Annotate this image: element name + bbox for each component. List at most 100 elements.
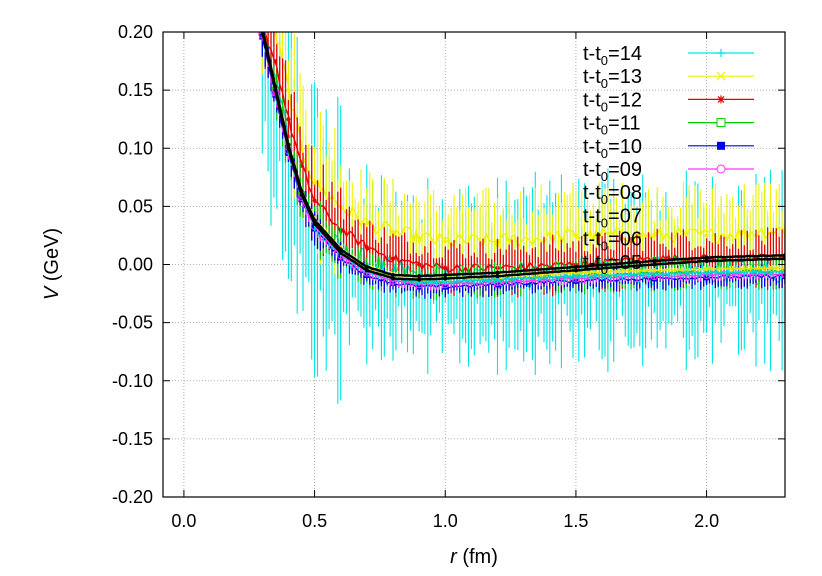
- data-point: [652, 262, 657, 267]
- legend-label: t-t0=14: [583, 43, 642, 68]
- data-point: [443, 279, 448, 284]
- legend-label: t-t0=11: [583, 113, 640, 138]
- data-point: [442, 283, 449, 290]
- x-axis-label: r (fm): [450, 546, 498, 568]
- data-point: [364, 245, 369, 250]
- legend: t-t0=14t-t0=13t-t0=12t-t0=11t-t0=10t-t0=…: [583, 43, 754, 277]
- y-tick-label: -0.05: [112, 313, 153, 333]
- legend-label: t-t0=12: [583, 89, 642, 114]
- data-point: [273, 59, 278, 64]
- data-point: [258, 32, 267, 39]
- data-point: [286, 146, 291, 151]
- legend-item: t-t0=11: [583, 113, 754, 138]
- data-point: [573, 264, 578, 269]
- x-tick-label: 0.5: [302, 511, 327, 531]
- data-point: [704, 233, 709, 238]
- x-tick-label: 0.0: [171, 511, 196, 531]
- data-point: [416, 283, 423, 290]
- legend-marker: [716, 164, 726, 174]
- y-axis-label: V (GeV): [41, 228, 63, 300]
- data-point: [782, 273, 785, 280]
- data-point: [443, 272, 448, 277]
- legend-marker: [717, 141, 725, 150]
- y-tick-label: 0.15: [118, 80, 153, 100]
- legend-item: t-t0=06: [583, 229, 642, 254]
- legend-marker: [717, 49, 725, 57]
- data-point: [652, 268, 657, 273]
- axes: 0.20 0.15 0.10 0.05 0.00 -0.05 -0.10 -0.15 -0.20…: [112, 22, 786, 531]
- data-point: [390, 229, 395, 234]
- series-line: [261, 32, 785, 278]
- data-point: [573, 274, 578, 279]
- series-line: [261, 32, 785, 281]
- data-point: [364, 268, 369, 273]
- data-point: [390, 256, 395, 261]
- legend-label: t-t0=06: [583, 229, 642, 254]
- series-layer: [258, 32, 785, 404]
- data-point: [364, 264, 369, 269]
- y-tick-label: -0.20: [112, 487, 153, 507]
- data-point: [652, 271, 657, 276]
- data-point: [703, 274, 710, 281]
- data-point: [286, 117, 291, 122]
- y-tick-label: 0.10: [118, 138, 153, 158]
- legend-marker: [716, 71, 726, 81]
- legend-item: t-t0=05: [583, 252, 642, 277]
- data-point: [273, 88, 278, 93]
- data-point: [704, 255, 709, 260]
- legend-label: t-t0=05: [583, 252, 642, 277]
- legend-item: t-t0=13: [583, 66, 754, 91]
- y-tick-label: 0.00: [118, 255, 153, 275]
- y-tick-label: 0.05: [118, 196, 153, 216]
- legend-item: t-t0=14: [583, 43, 754, 68]
- data-point: [495, 274, 500, 279]
- data-point: [495, 277, 500, 282]
- data-point: [299, 192, 304, 197]
- data-point: [390, 272, 395, 277]
- data-point: [443, 239, 448, 244]
- data-point: [417, 277, 422, 282]
- legend-marker: [716, 118, 726, 128]
- data-point: [652, 233, 657, 238]
- legend-item: t-t0=07: [583, 205, 642, 230]
- legend-item: t-t0=10: [583, 136, 754, 161]
- grid-lines: [163, 32, 785, 497]
- data-point: [364, 221, 369, 226]
- legend-label: t-t0=09: [583, 159, 642, 184]
- data-point: [704, 259, 709, 264]
- legend-label: t-t0=10: [583, 136, 642, 161]
- data-point: [704, 270, 709, 275]
- y-tick-label: -0.15: [112, 429, 153, 449]
- data-point: [417, 235, 422, 240]
- legend-label: t-t0=07: [583, 205, 642, 230]
- data-point: [312, 181, 317, 186]
- data-point: [573, 268, 578, 273]
- data-point: [312, 221, 317, 226]
- legend-label: t-t0=13: [583, 66, 642, 91]
- y-tick-label: 0.20: [118, 22, 153, 42]
- data-point: [417, 274, 422, 279]
- legend-marker: [717, 95, 725, 104]
- legend-label: t-t0=08: [583, 182, 642, 207]
- data-point: [312, 198, 317, 203]
- data-point: [781, 269, 785, 278]
- data-point: [704, 267, 709, 272]
- data-point: [573, 233, 578, 238]
- x-tick-label: 1.0: [433, 511, 458, 531]
- data-point: [443, 276, 448, 281]
- data-point: [443, 265, 448, 270]
- data-point: [298, 196, 305, 203]
- x-tick-label: 2.0: [694, 511, 719, 531]
- legend-item: t-t0=08: [583, 182, 642, 207]
- legend-item: t-t0=09: [583, 159, 754, 184]
- data-point: [286, 88, 291, 93]
- y-tick-label: -0.10: [112, 371, 153, 391]
- data-point: [390, 276, 395, 281]
- legend-item: t-t0=12: [583, 89, 754, 114]
- data-point: [495, 270, 500, 275]
- x-tick-label: 1.5: [563, 511, 588, 531]
- data-point: [417, 262, 422, 267]
- data-point: [338, 250, 343, 255]
- data-point: [652, 259, 657, 264]
